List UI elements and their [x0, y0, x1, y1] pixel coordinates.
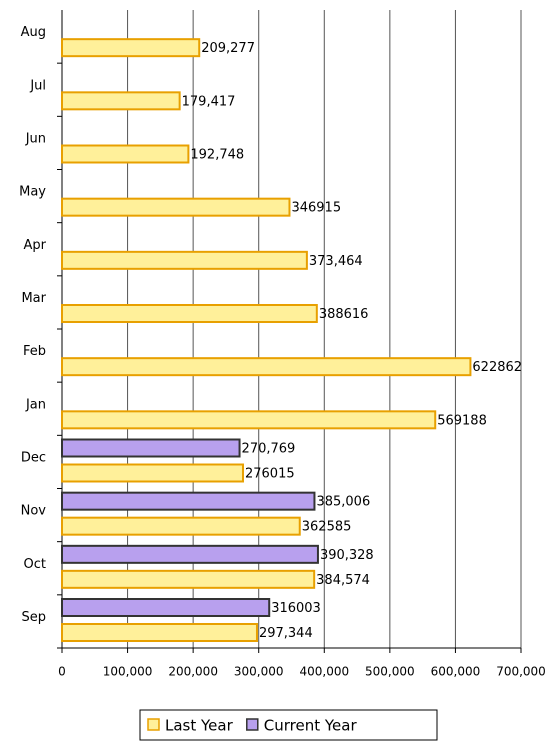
y-tick-label: Nov [21, 504, 47, 519]
value-label: 384,574 [316, 573, 370, 588]
bar [61, 438, 241, 458]
x-tick-label: 400,000 [299, 665, 349, 679]
y-tick-label: Jun [25, 131, 46, 146]
bar [61, 197, 291, 217]
legend-box [139, 709, 438, 741]
y-tick-label: Jan [25, 397, 46, 412]
legend-swatch [147, 718, 160, 731]
bar [61, 544, 319, 564]
value-label: 388616 [319, 307, 369, 322]
y-tick-label: Sep [21, 610, 46, 625]
bar [61, 598, 271, 617]
bar [61, 357, 472, 377]
y-tick-label: Mar [21, 291, 46, 306]
bar [61, 463, 244, 483]
x-tick-label: 300,000 [234, 665, 284, 679]
y-tick-label: Dec [21, 450, 46, 465]
bar [61, 569, 316, 589]
bar [61, 304, 318, 323]
bar [61, 250, 308, 270]
value-label: 385,006 [316, 495, 370, 510]
value-label: 179,417 [182, 94, 236, 109]
bar [61, 516, 301, 536]
value-label: 209,277 [201, 41, 255, 56]
value-label: 373,464 [309, 254, 363, 269]
bar [61, 91, 181, 111]
y-tick-label: Aug [21, 25, 46, 40]
y-tick-label: May [19, 185, 46, 200]
x-tick-label: 100,000 [103, 665, 153, 679]
x-tick-label: 0 [58, 665, 66, 679]
legend-label: Current Year [264, 717, 358, 735]
y-tick-label: Apr [24, 238, 47, 253]
y-tick-label: Feb [23, 344, 46, 359]
x-tick-label: 700,000 [496, 665, 546, 679]
x-tick-label: 600,000 [431, 665, 481, 679]
bar [61, 144, 190, 164]
value-label: 346915 [291, 201, 341, 216]
y-tick-label: Jul [29, 78, 46, 93]
value-label: 362585 [302, 520, 352, 535]
bar [61, 410, 437, 430]
bar [61, 623, 258, 642]
value-label: 192,748 [190, 148, 244, 163]
y-tick-label: Oct [24, 557, 46, 572]
value-label: 622862 [472, 360, 522, 375]
x-tick-label: 200,000 [168, 665, 218, 679]
value-label: 297,344 [259, 626, 313, 641]
value-label: 569188 [437, 413, 487, 428]
bar [61, 38, 201, 58]
value-label: 316003 [271, 601, 321, 616]
value-label: 390,328 [320, 548, 374, 563]
value-label: 270,769 [242, 442, 296, 457]
legend-label: Last Year [165, 717, 234, 735]
legend-swatch [246, 718, 259, 731]
bar [61, 491, 316, 511]
value-label: 276015 [245, 467, 295, 482]
x-tick-label: 500,000 [365, 665, 415, 679]
